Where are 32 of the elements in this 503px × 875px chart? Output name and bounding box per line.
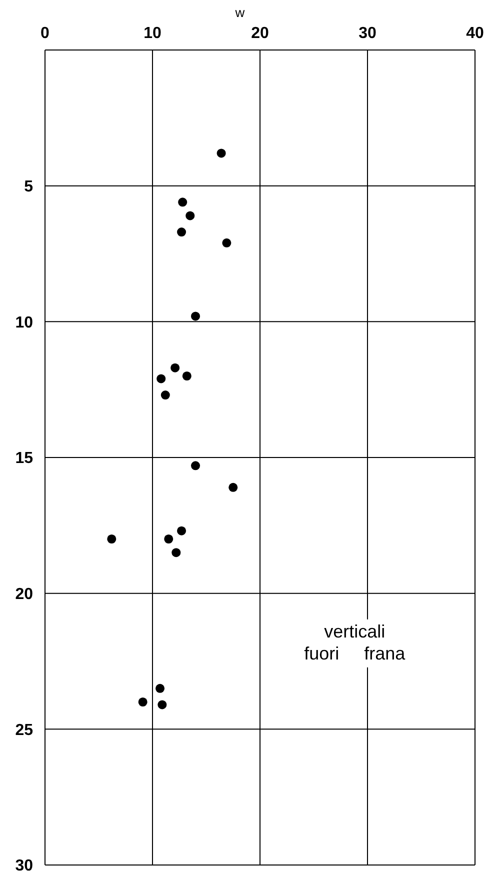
point <box>156 374 166 384</box>
x-tick-label: 40 <box>466 25 484 42</box>
y-tick-label: 20 <box>15 586 34 604</box>
point <box>138 697 148 707</box>
point <box>177 526 186 536</box>
y-tick-label: 10 <box>15 314 34 332</box>
point <box>156 684 165 693</box>
y-tick-label: 25 <box>15 722 34 739</box>
point <box>190 461 200 470</box>
x-tick-label: 20 <box>251 25 269 42</box>
point <box>186 211 195 220</box>
point <box>216 148 226 158</box>
point <box>160 390 170 400</box>
point <box>107 534 116 544</box>
y-tick-label: 5 <box>24 178 34 196</box>
x-tick-label: 10 <box>144 25 162 42</box>
y-tick-label: 15 <box>15 450 34 468</box>
annotation: verticali fuori frana <box>304 621 406 664</box>
y-tick-label: 30 <box>15 858 34 875</box>
point <box>222 238 232 248</box>
point <box>190 312 200 321</box>
x-axis-title: w <box>234 5 246 20</box>
x-tick-label: 30 <box>358 25 376 42</box>
point <box>172 548 181 558</box>
point <box>178 198 188 207</box>
point <box>228 482 238 492</box>
point <box>170 363 180 372</box>
point <box>158 700 167 710</box>
x-tick-label: 0 <box>40 25 50 42</box>
point <box>177 228 186 237</box>
point <box>182 371 192 381</box>
point <box>164 534 174 544</box>
